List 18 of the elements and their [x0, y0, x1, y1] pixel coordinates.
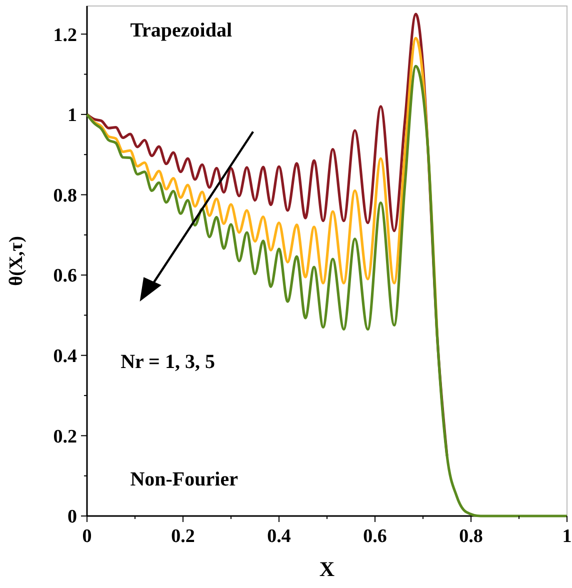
x-tick-label: 0.6	[363, 526, 387, 547]
annotation: Trapezoidal	[130, 20, 232, 42]
y-axis-title: θ(X,τ)	[6, 236, 27, 286]
y-tick-label: 0	[68, 506, 77, 528]
x-axis-title: X	[319, 557, 335, 581]
x-tick-label: 1	[562, 526, 572, 547]
y-tick-label: 0.8	[53, 185, 77, 206]
x-tick-label: 0.8	[459, 526, 483, 547]
annotation: Non-Fourier	[130, 468, 238, 490]
y-tick-label: 1	[68, 105, 77, 126]
y-tick-label: 1.2	[53, 24, 77, 46]
y-tick-label: 0.6	[53, 266, 77, 287]
annotation: Nr = 1, 3, 5	[120, 351, 215, 374]
y-tick-label: 0.4	[53, 346, 78, 368]
x-tick-label: 0.4	[267, 526, 292, 547]
x-tick-label: 0.2	[171, 526, 195, 547]
y-tick-label: 0.2	[53, 426, 77, 448]
x-tick-label: 0	[82, 526, 92, 547]
